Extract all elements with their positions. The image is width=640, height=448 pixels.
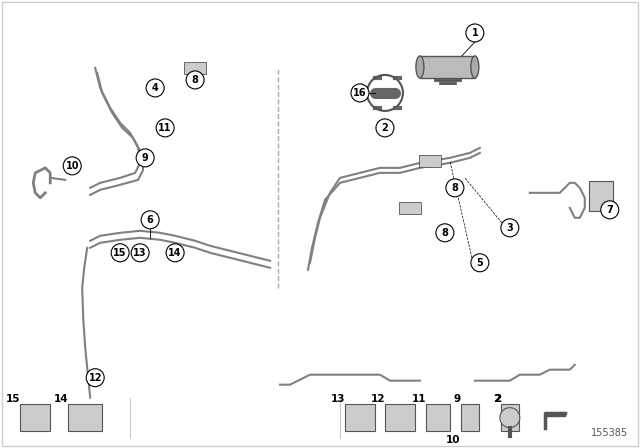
Circle shape [146,79,164,97]
Text: 8: 8 [442,228,449,238]
Circle shape [86,369,104,387]
Text: 4: 4 [152,83,159,93]
Bar [420,56,475,78]
Text: 11: 11 [158,123,172,133]
Text: 9: 9 [142,153,148,163]
FancyBboxPatch shape [3,2,637,446]
Text: 14: 14 [168,248,182,258]
Circle shape [501,219,519,237]
Text: 6: 6 [147,215,154,225]
Circle shape [156,119,174,137]
Circle shape [601,201,619,219]
Circle shape [111,244,129,262]
Text: 7: 7 [606,205,613,215]
Text: 13: 13 [133,248,147,258]
FancyBboxPatch shape [399,202,421,214]
Text: 2: 2 [495,394,502,404]
FancyBboxPatch shape [68,404,102,431]
Text: 12: 12 [88,373,102,383]
Circle shape [466,24,484,42]
Circle shape [131,244,149,262]
Text: 13: 13 [330,394,345,404]
FancyBboxPatch shape [461,404,479,431]
FancyBboxPatch shape [426,404,450,431]
Text: 2: 2 [493,394,501,404]
FancyBboxPatch shape [385,404,415,431]
Text: 155385: 155385 [591,428,628,438]
FancyBboxPatch shape [589,181,612,211]
Text: 5: 5 [477,258,483,268]
Text: 14: 14 [54,394,68,404]
Text: 11: 11 [412,394,426,404]
Text: 10: 10 [65,161,79,171]
Text: 8: 8 [451,183,458,193]
Text: 15: 15 [113,248,127,258]
FancyBboxPatch shape [20,404,50,431]
Text: 3: 3 [506,223,513,233]
Text: 12: 12 [371,394,385,404]
Circle shape [446,179,464,197]
Circle shape [351,84,369,102]
Ellipse shape [416,56,424,78]
FancyBboxPatch shape [184,62,206,74]
Text: 8: 8 [191,75,198,85]
Circle shape [63,157,81,175]
Circle shape [436,224,454,242]
Circle shape [376,119,394,137]
Text: 16: 16 [353,88,367,98]
FancyBboxPatch shape [501,404,519,431]
Circle shape [166,244,184,262]
FancyBboxPatch shape [345,404,375,431]
Text: 15: 15 [6,394,20,404]
Circle shape [136,149,154,167]
Circle shape [471,254,489,272]
Text: 2: 2 [381,123,388,133]
Text: 9: 9 [454,394,461,404]
Circle shape [186,71,204,89]
FancyBboxPatch shape [419,155,441,167]
Circle shape [141,211,159,229]
Ellipse shape [471,56,479,78]
Circle shape [500,408,520,428]
Text: 1: 1 [472,28,478,38]
Text: 10: 10 [445,435,460,445]
